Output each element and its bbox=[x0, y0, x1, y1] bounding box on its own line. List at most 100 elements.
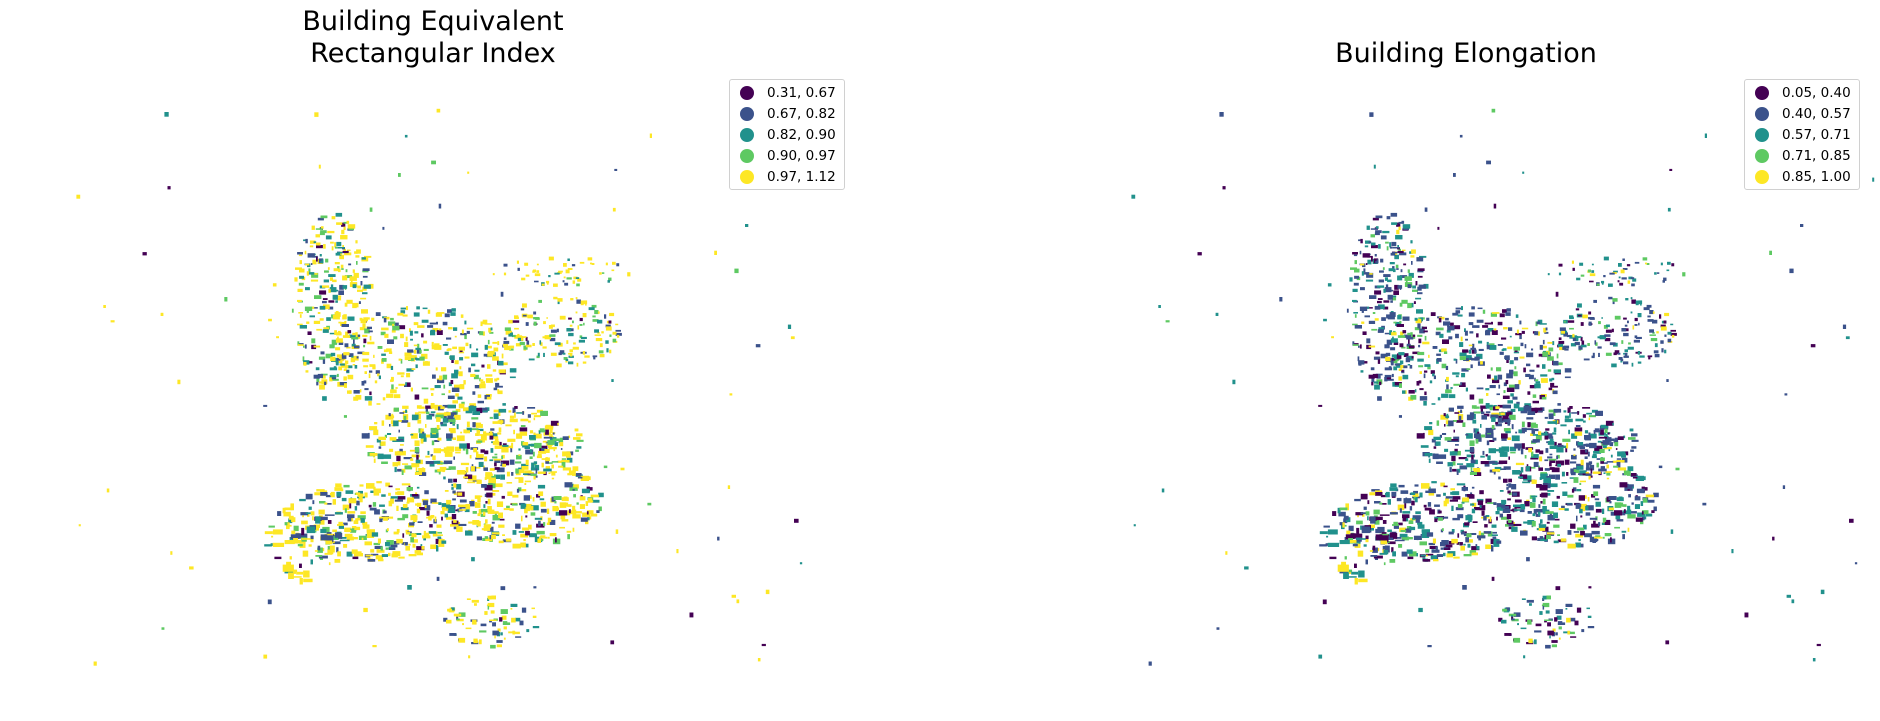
building-footprint bbox=[1532, 497, 1536, 503]
building-footprint bbox=[473, 638, 478, 644]
building-footprint bbox=[1480, 361, 1483, 365]
building-footprint bbox=[1441, 528, 1444, 531]
building-footprint bbox=[1554, 617, 1558, 622]
building-footprint bbox=[1455, 507, 1464, 511]
building-footprint bbox=[502, 403, 506, 406]
building-footprint bbox=[1416, 537, 1419, 541]
building-footprint bbox=[1421, 532, 1430, 538]
building-footprint bbox=[329, 277, 333, 281]
building-footprint bbox=[1671, 263, 1675, 267]
building-footprint bbox=[1570, 636, 1577, 638]
building-footprint bbox=[1475, 544, 1478, 547]
building-footprint bbox=[1448, 394, 1456, 399]
building-footprint bbox=[1622, 510, 1631, 515]
building-footprint bbox=[451, 514, 457, 520]
building-footprint bbox=[415, 503, 420, 506]
building-footprint bbox=[1409, 506, 1413, 511]
building-footprint bbox=[1502, 415, 1509, 421]
building-footprint bbox=[421, 333, 424, 338]
building-footprint bbox=[1453, 383, 1460, 386]
building-footprint bbox=[1371, 377, 1375, 383]
building-footprint bbox=[543, 352, 545, 357]
building-footprint bbox=[1508, 613, 1517, 617]
building-footprint bbox=[1547, 421, 1556, 424]
building-footprint bbox=[438, 502, 442, 505]
building-footprint bbox=[1648, 355, 1651, 360]
building-footprint bbox=[1519, 509, 1525, 513]
building-footprint bbox=[479, 639, 482, 645]
building-footprint bbox=[503, 621, 508, 625]
building-footprint bbox=[1451, 455, 1456, 462]
building-footprint bbox=[473, 448, 478, 453]
building-footprint bbox=[189, 566, 194, 570]
building-footprint bbox=[406, 368, 414, 372]
building-footprint bbox=[385, 547, 389, 550]
building-footprint bbox=[573, 342, 576, 345]
building-footprint bbox=[311, 225, 315, 230]
building-footprint bbox=[481, 364, 485, 368]
building-footprint bbox=[416, 546, 425, 551]
building-footprint bbox=[399, 412, 405, 414]
building-footprint bbox=[1402, 316, 1410, 321]
building-footprint bbox=[1378, 279, 1384, 283]
building-footprint bbox=[479, 383, 486, 389]
building-footprint bbox=[373, 492, 380, 496]
building-footprint bbox=[527, 314, 533, 319]
building-footprint bbox=[579, 324, 583, 326]
building-footprint bbox=[1459, 342, 1464, 347]
building-footprint bbox=[1430, 370, 1435, 374]
building-footprint bbox=[1420, 317, 1423, 322]
building-footprint bbox=[1469, 471, 1477, 475]
building-footprint bbox=[1472, 419, 1477, 424]
building-footprint bbox=[341, 222, 346, 227]
building-footprint bbox=[1473, 411, 1481, 414]
building-footprint bbox=[1551, 377, 1555, 381]
legend-label: 0.31, 0.67 bbox=[767, 84, 836, 101]
legend-item: 0.67, 0.82 bbox=[740, 103, 836, 124]
building-footprint bbox=[347, 514, 355, 519]
building-footprint bbox=[363, 380, 367, 384]
building-footprint bbox=[1854, 562, 1858, 565]
building-footprint bbox=[1465, 355, 1472, 360]
building-footprint bbox=[534, 280, 539, 283]
building-footprint bbox=[1536, 484, 1542, 488]
building-footprint bbox=[1423, 504, 1427, 508]
building-footprint bbox=[1588, 432, 1591, 437]
building-footprint bbox=[376, 549, 385, 553]
building-footprint bbox=[597, 332, 600, 334]
building-footprint bbox=[447, 415, 454, 421]
building-footprint bbox=[1564, 348, 1569, 351]
building-footprint bbox=[612, 331, 617, 335]
building-footprint bbox=[1543, 479, 1551, 484]
building-footprint bbox=[448, 327, 453, 330]
building-footprint bbox=[1555, 632, 1558, 636]
building-footprint bbox=[1617, 436, 1624, 440]
building-footprint bbox=[1398, 544, 1403, 548]
building-footprint bbox=[348, 353, 354, 357]
building-footprint bbox=[483, 410, 488, 413]
building-footprint bbox=[388, 413, 391, 417]
building-footprint bbox=[1411, 261, 1413, 265]
building-footprint bbox=[357, 515, 366, 520]
building-footprint bbox=[549, 462, 553, 464]
building-footprint bbox=[499, 441, 502, 447]
building-footprint bbox=[342, 250, 349, 254]
building-footprint bbox=[405, 409, 408, 413]
building-footprint bbox=[459, 499, 467, 503]
building-footprint bbox=[1418, 607, 1423, 613]
building-footprint bbox=[787, 324, 792, 329]
building-footprint bbox=[410, 387, 413, 392]
building-footprint bbox=[572, 280, 576, 284]
building-footprint bbox=[568, 332, 574, 337]
building-footprint bbox=[1637, 351, 1641, 355]
building-footprint bbox=[587, 517, 590, 521]
building-footprint bbox=[330, 352, 336, 357]
building-footprint bbox=[515, 343, 522, 347]
building-footprint bbox=[1400, 530, 1407, 533]
building-footprint bbox=[343, 522, 348, 526]
building-footprint bbox=[379, 504, 385, 507]
building-footprint bbox=[524, 262, 529, 266]
building-footprint bbox=[1591, 355, 1595, 359]
building-footprint bbox=[1556, 454, 1560, 459]
building-footprint bbox=[1631, 283, 1635, 287]
